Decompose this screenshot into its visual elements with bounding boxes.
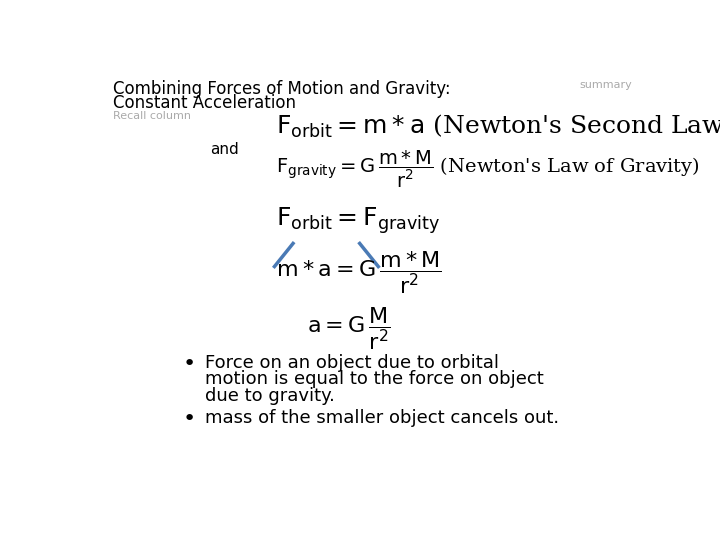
Text: Combining Forces of Motion and Gravity:: Combining Forces of Motion and Gravity:	[113, 80, 451, 98]
Text: $\mathrm{a = G\,\dfrac{M}{r^2}}$: $\mathrm{a = G\,\dfrac{M}{r^2}}$	[307, 305, 391, 352]
Text: $\mathrm{F_{orbit} = m * a}$ (Newton's Second Law): $\mathrm{F_{orbit} = m * a}$ (Newton's S…	[276, 112, 720, 140]
Text: Recall column: Recall column	[113, 111, 192, 121]
Text: $\mathrm{m * a = G\,\dfrac{m * M}{r^2}}$: $\mathrm{m * a = G\,\dfrac{m * M}{r^2}}$	[276, 249, 442, 296]
Text: Force on an object due to orbital: Force on an object due to orbital	[204, 354, 499, 372]
Text: due to gravity.: due to gravity.	[204, 387, 335, 406]
Text: mass of the smaller object cancels out.: mass of the smaller object cancels out.	[204, 409, 559, 427]
Text: $\mathrm{F_{orbit} = F_{gravity}}$: $\mathrm{F_{orbit} = F_{gravity}}$	[276, 205, 441, 235]
Text: •: •	[183, 409, 197, 429]
Text: Constant Acceleration: Constant Acceleration	[113, 94, 296, 112]
Text: •: •	[183, 354, 197, 374]
Text: $\mathrm{F_{gravity} = G\,\dfrac{m * M}{r^2}}$ (Newton's Law of Gravity): $\mathrm{F_{gravity} = G\,\dfrac{m * M}{…	[276, 148, 700, 190]
Text: and: and	[210, 142, 239, 157]
Text: summary: summary	[580, 80, 632, 90]
Text: motion is equal to the force on object: motion is equal to the force on object	[204, 370, 544, 388]
